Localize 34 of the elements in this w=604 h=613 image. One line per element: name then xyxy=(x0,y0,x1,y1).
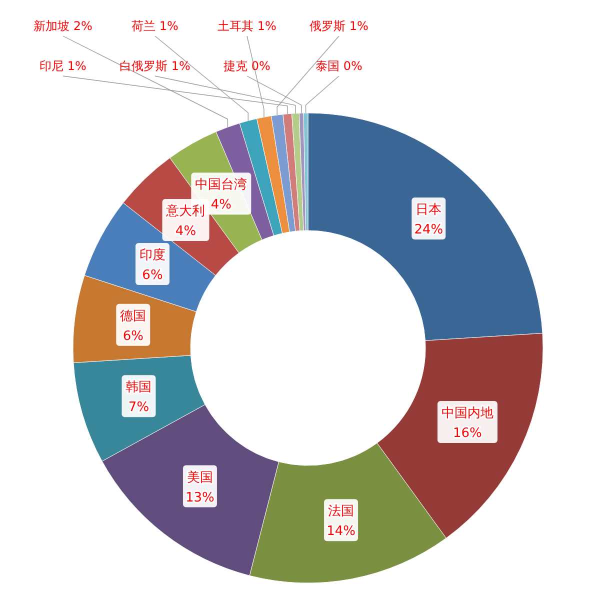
data-label: 2% xyxy=(73,19,92,33)
slice-label: 德国 xyxy=(120,308,146,324)
slice-label: 捷克 xyxy=(224,59,248,73)
data-label: 0% xyxy=(251,59,270,73)
data-label: 1% xyxy=(257,19,276,33)
slice-label: 新加坡 xyxy=(34,19,70,33)
slice-label: 印度 xyxy=(139,247,166,264)
slice-label: 日本 xyxy=(416,202,442,218)
data-label: 14% xyxy=(326,524,356,540)
slice-label: 意大利 xyxy=(165,204,206,220)
data-label: 0% xyxy=(343,59,362,73)
slice-label: 法国 xyxy=(328,504,354,520)
data-label: 24% xyxy=(414,222,444,238)
data-label: 1% xyxy=(159,19,178,33)
data-label: 1% xyxy=(349,19,368,33)
data-label: 7% xyxy=(128,400,150,416)
slice-label: 白俄罗斯 xyxy=(120,59,168,73)
slice-label: 俄罗斯 xyxy=(310,19,346,33)
data-label: 13% xyxy=(186,490,214,506)
slice-label: 印尼 xyxy=(40,59,64,73)
data-label: 1% xyxy=(171,59,190,73)
slice-label: 韩国 xyxy=(126,380,152,396)
slice-label: 荷兰 xyxy=(132,19,156,33)
data-label: 6% xyxy=(122,328,144,344)
slice-label: 美国 xyxy=(186,469,213,486)
data-label: 1% xyxy=(67,59,86,73)
slice-label: 中国内地 xyxy=(441,406,494,422)
slice-label: 中国台湾 xyxy=(195,176,248,193)
data-label: 16% xyxy=(453,426,482,442)
data-label: 4% xyxy=(210,198,232,213)
data-label: 4% xyxy=(175,224,196,240)
slice-label: 泰国 xyxy=(316,59,340,73)
data-label: 6% xyxy=(142,268,163,284)
slice-label: 土耳其 xyxy=(218,19,254,33)
